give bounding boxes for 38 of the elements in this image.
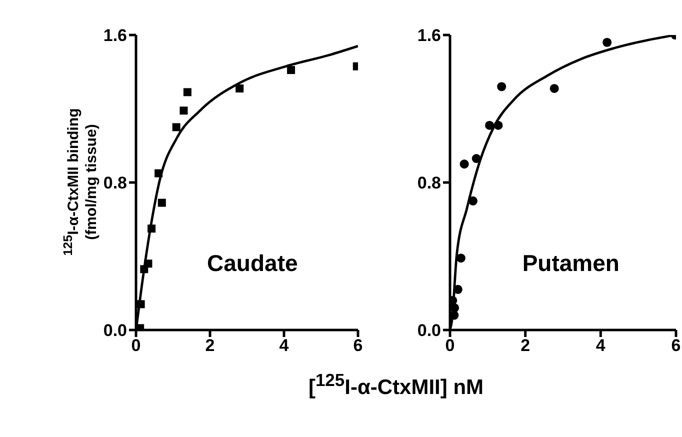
point	[450, 303, 460, 312]
point	[154, 169, 163, 178]
y-tick-label: 1.6	[103, 26, 127, 46]
x-tick-label: 2	[205, 336, 215, 356]
x-tick-label: 0	[131, 336, 141, 356]
point	[497, 82, 506, 92]
x-tick-label: 4	[596, 336, 606, 356]
y-tick-label: 0.0	[103, 321, 127, 340]
x-tick-label: 2	[520, 336, 530, 356]
x-tick-label: 6	[671, 336, 681, 356]
point	[136, 300, 145, 308]
y-tick-label: 0.8	[417, 174, 441, 193]
annotation: Caudate	[207, 250, 298, 277]
point	[494, 120, 503, 130]
x-tick-label: 6	[353, 336, 363, 356]
x-tick-label: 4	[279, 336, 290, 356]
annotation: Putamen	[522, 250, 620, 277]
point	[172, 123, 180, 132]
point	[472, 154, 481, 164]
point	[148, 224, 156, 233]
y-tick-label: 1.6	[417, 26, 441, 46]
x-axis-title: [$^{125}$I-α-CtxMII] nM	[307, 370, 485, 400]
point	[468, 196, 478, 206]
y-tick-label: 0.0	[417, 321, 441, 340]
point	[456, 254, 466, 263]
point	[550, 84, 559, 93]
point	[236, 84, 244, 92]
x-tick-label: 0	[445, 336, 455, 356]
point	[180, 106, 188, 115]
point	[450, 310, 459, 320]
point	[460, 160, 469, 169]
point	[158, 198, 166, 207]
point	[287, 66, 296, 74]
point	[183, 88, 192, 96]
point	[144, 260, 152, 268]
point	[602, 38, 612, 47]
y-tick-label: 0.8	[103, 174, 127, 193]
point	[485, 120, 494, 130]
